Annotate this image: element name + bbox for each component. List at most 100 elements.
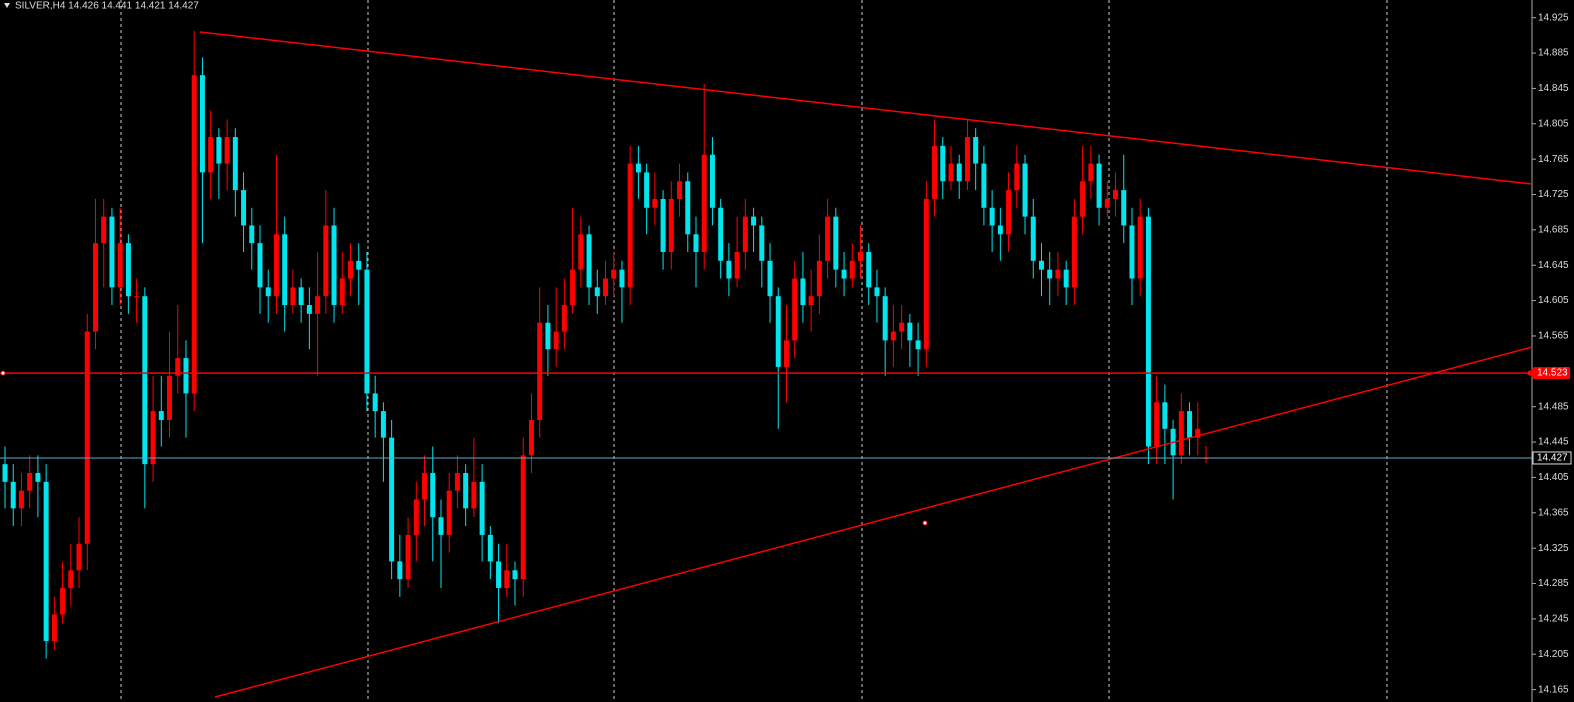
candle-body (364, 269, 370, 394)
candle-body (981, 163, 987, 208)
candle-body (800, 278, 806, 306)
candle-body (323, 225, 329, 297)
candle-body (413, 499, 419, 535)
candle-body (923, 198, 929, 350)
candle-body (68, 570, 74, 588)
candle-body (693, 234, 699, 252)
candle-body (158, 411, 164, 420)
candle-body (677, 181, 683, 199)
y-tick-label: 14.885 (1538, 48, 1569, 59)
candle-body (10, 481, 16, 509)
candle-body (1129, 225, 1135, 279)
candle-body (759, 225, 765, 261)
candle-body (570, 269, 576, 306)
candle-body (405, 534, 411, 580)
candle-body (504, 570, 510, 588)
candle-body (742, 216, 748, 252)
candle-body (816, 260, 822, 297)
candle-body (471, 481, 477, 509)
y-tick-label: 14.845 (1538, 83, 1569, 94)
candle-body (315, 296, 321, 314)
y-tick-label: 14.765 (1538, 154, 1569, 165)
y-tick-label: 14.565 (1538, 331, 1569, 342)
bid-label: 14.427 (1537, 453, 1568, 464)
candle-body (117, 243, 123, 288)
y-tick-label: 14.725 (1538, 189, 1569, 200)
candle-body (1088, 163, 1094, 182)
candle-body (726, 260, 732, 279)
candle-body (241, 190, 247, 226)
menu-triangle[interactable] (4, 3, 10, 8)
chart-title: SILVER,H4 14.426 14.441 14.421 14.427 (15, 1, 199, 12)
candle-body (84, 331, 90, 544)
candle-body (27, 473, 33, 491)
candle-body (956, 163, 962, 182)
candle-body (709, 154, 715, 208)
candle-body (380, 411, 386, 438)
candle-body (767, 260, 773, 297)
candle-body (249, 225, 255, 244)
candle-body (372, 393, 378, 412)
candle-body (537, 322, 543, 420)
candle-body (520, 455, 526, 580)
candle-body (849, 260, 855, 279)
candle-body (594, 287, 600, 297)
candle-body (644, 172, 650, 208)
candle-body (512, 570, 518, 580)
candle-body (586, 234, 592, 288)
candle-body (389, 437, 395, 562)
candle-body (92, 243, 98, 332)
candle-body (858, 251, 864, 261)
candle-body (35, 473, 41, 482)
candle-body (175, 358, 181, 376)
candle-body (701, 154, 707, 252)
candle-body (265, 287, 271, 297)
candle-body (232, 137, 238, 191)
upper-trendline (199, 31, 1533, 185)
candle-body (948, 163, 954, 182)
candle-body (1137, 216, 1143, 279)
candles (2, 30, 1209, 659)
candle-body (890, 331, 896, 341)
candle-body (1055, 269, 1061, 279)
y-tick-label: 14.205 (1538, 649, 1569, 660)
y-tick-label: 14.645 (1538, 260, 1569, 271)
candle-body (553, 331, 559, 350)
candle-body (1121, 190, 1127, 226)
candle-body (1014, 163, 1020, 191)
candle-body (1022, 163, 1028, 217)
candle-body (438, 517, 444, 535)
candle-body (306, 305, 312, 314)
candle-body (339, 278, 345, 306)
candle-body (282, 234, 288, 306)
y-tick-label: 14.165 (1538, 684, 1569, 695)
candle-body (1162, 402, 1168, 429)
candle-body (125, 243, 131, 297)
candle-body (915, 340, 921, 350)
candle-body (1195, 428, 1201, 438)
candle-body (191, 75, 197, 394)
candle-body (635, 163, 641, 173)
candle-body (866, 251, 872, 288)
candle-body (1154, 402, 1160, 447)
candle-body (101, 216, 107, 244)
candle-body (208, 137, 214, 173)
candle-body (1006, 190, 1012, 235)
candle-body (578, 234, 584, 270)
candle-body (825, 216, 831, 261)
candle-body (652, 198, 658, 208)
candle-body (331, 225, 337, 306)
candle-body (454, 473, 460, 491)
candle-body (150, 411, 156, 465)
candle-body (874, 287, 880, 297)
candle-body (973, 137, 979, 164)
candle-body (60, 587, 66, 615)
candle-body (611, 269, 617, 279)
candle-body (183, 358, 189, 394)
candle-body (964, 137, 970, 182)
candle-body (907, 322, 913, 341)
candle-body (224, 137, 230, 164)
candle-body (627, 163, 633, 288)
candle-body (430, 473, 436, 518)
